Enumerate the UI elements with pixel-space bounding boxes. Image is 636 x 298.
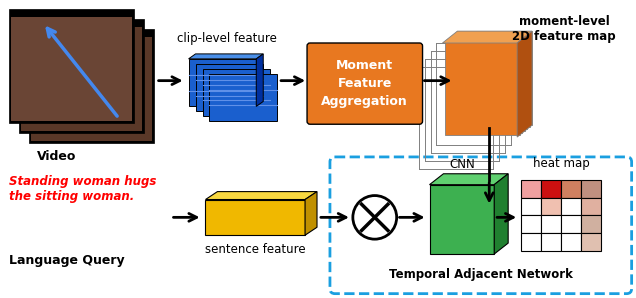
Polygon shape bbox=[29, 29, 154, 143]
Text: heat map: heat map bbox=[532, 157, 590, 170]
Bar bbox=[521, 215, 541, 233]
Bar bbox=[541, 215, 561, 233]
Text: CNN: CNN bbox=[449, 158, 474, 171]
Bar bbox=[561, 198, 581, 215]
Polygon shape bbox=[188, 54, 263, 59]
Text: Temporal Adjacent Network: Temporal Adjacent Network bbox=[389, 268, 573, 281]
Polygon shape bbox=[195, 64, 263, 111]
Text: Moment: Moment bbox=[336, 59, 393, 72]
Polygon shape bbox=[452, 35, 527, 129]
Polygon shape bbox=[494, 174, 508, 254]
Polygon shape bbox=[188, 59, 256, 106]
Text: moment-level
2D feature map: moment-level 2D feature map bbox=[512, 15, 616, 43]
Text: Feature: Feature bbox=[338, 77, 392, 90]
Polygon shape bbox=[445, 41, 520, 135]
Circle shape bbox=[353, 195, 397, 239]
Polygon shape bbox=[10, 9, 134, 123]
Bar bbox=[581, 233, 601, 251]
Polygon shape bbox=[202, 69, 270, 116]
Polygon shape bbox=[256, 54, 263, 106]
FancyBboxPatch shape bbox=[307, 43, 422, 124]
Bar bbox=[541, 233, 561, 251]
Polygon shape bbox=[305, 192, 317, 235]
Bar bbox=[541, 198, 561, 215]
Polygon shape bbox=[205, 200, 305, 235]
Polygon shape bbox=[429, 174, 508, 185]
Bar bbox=[521, 180, 541, 198]
Text: Standing woman hugs
the sitting woman.: Standing woman hugs the sitting woman. bbox=[10, 175, 156, 203]
Text: Video: Video bbox=[36, 150, 76, 163]
Polygon shape bbox=[19, 19, 144, 133]
Text: Language Query: Language Query bbox=[10, 254, 125, 267]
Polygon shape bbox=[209, 74, 277, 121]
Bar bbox=[581, 180, 601, 198]
Bar bbox=[581, 215, 601, 233]
Polygon shape bbox=[11, 17, 132, 121]
Polygon shape bbox=[448, 39, 522, 133]
Bar bbox=[561, 233, 581, 251]
Polygon shape bbox=[457, 31, 532, 125]
Polygon shape bbox=[429, 185, 494, 254]
Bar bbox=[541, 180, 561, 198]
Bar bbox=[561, 180, 581, 198]
Polygon shape bbox=[443, 31, 532, 43]
Bar bbox=[561, 215, 581, 233]
Polygon shape bbox=[517, 31, 532, 137]
Polygon shape bbox=[455, 33, 530, 127]
Polygon shape bbox=[450, 37, 525, 131]
Bar bbox=[521, 233, 541, 251]
Polygon shape bbox=[31, 37, 152, 141]
Bar bbox=[521, 198, 541, 215]
Polygon shape bbox=[21, 27, 142, 131]
Text: sentence feature: sentence feature bbox=[205, 243, 305, 256]
Polygon shape bbox=[205, 192, 317, 200]
Text: Aggregation: Aggregation bbox=[321, 95, 408, 108]
Text: clip-level feature: clip-level feature bbox=[177, 32, 277, 45]
Bar bbox=[581, 198, 601, 215]
